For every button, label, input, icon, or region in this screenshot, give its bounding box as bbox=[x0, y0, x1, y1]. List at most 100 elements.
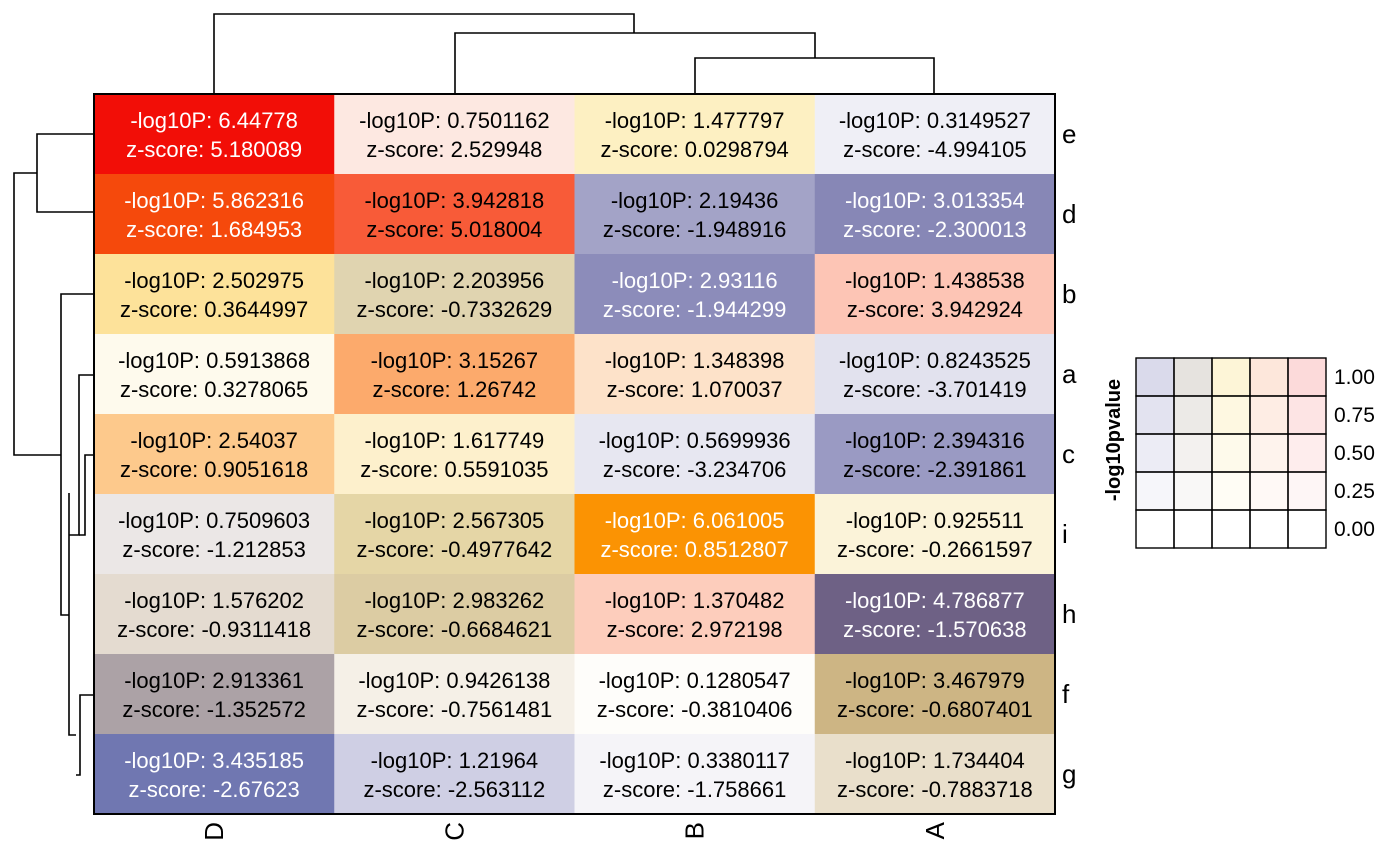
cell-zscore-label: z-score: -4.994105 bbox=[843, 137, 1026, 162]
heatmap-cell bbox=[94, 494, 335, 575]
cell-pvalue-label: -log10P: 1.348398 bbox=[605, 348, 785, 373]
heatmap-cell bbox=[814, 494, 1056, 575]
cell-zscore-label: z-score: -2.391861 bbox=[843, 457, 1026, 482]
heatmap-cell bbox=[814, 334, 1056, 415]
heatmap-cell bbox=[574, 574, 816, 655]
legend-tick-label: 0.00 bbox=[1334, 518, 1375, 541]
cell-zscore-label: z-score: -0.9311418 bbox=[117, 617, 311, 642]
cell-zscore-label: z-score: 5.018004 bbox=[366, 217, 542, 242]
cell-pvalue-label: -log10P: 2.913361 bbox=[124, 668, 304, 693]
legend-swatch bbox=[1211, 471, 1251, 511]
heatmap-cell bbox=[814, 574, 1056, 655]
cell-pvalue-label: -log10P: 0.925511 bbox=[846, 508, 1024, 533]
heatmap-cell bbox=[574, 94, 816, 175]
cell-pvalue-label: -log10P: 0.7501162 bbox=[359, 108, 549, 133]
legend-swatch bbox=[1287, 433, 1327, 473]
row-label: a bbox=[1062, 359, 1077, 389]
cell-pvalue-label: -log10P: 2.502975 bbox=[124, 268, 304, 293]
cell-zscore-label: z-score: -3.234706 bbox=[603, 457, 786, 482]
legend-swatch bbox=[1173, 395, 1213, 435]
row-dendrogram bbox=[13, 133, 94, 776]
cell-pvalue-label: -log10P: 0.7509603 bbox=[118, 508, 310, 533]
heatmap-cell bbox=[574, 494, 816, 575]
cell-zscore-label: z-score: -2.67623 bbox=[129, 777, 300, 802]
row-label: d bbox=[1062, 199, 1076, 229]
cell-zscore-label: z-score: 1.684953 bbox=[126, 217, 302, 242]
cell-zscore-label: z-score: -0.6684621 bbox=[357, 617, 553, 642]
cell-zscore-label: z-score: -1.944299 bbox=[603, 297, 786, 322]
row-labels: e d b a c i h f g bbox=[1062, 119, 1077, 789]
legend-swatch bbox=[1211, 433, 1251, 473]
cell-zscore-label: z-score: 5.180089 bbox=[126, 137, 302, 162]
cell-pvalue-label: -log10P: 0.3380117 bbox=[599, 748, 789, 773]
column-dendrogram bbox=[213, 13, 935, 95]
cell-pvalue-label: -log10P: 1.576202 bbox=[124, 588, 304, 613]
heatmap-cell bbox=[814, 734, 1056, 815]
cell-pvalue-label: -log10P: 1.734404 bbox=[845, 748, 1025, 773]
legend-swatch bbox=[1135, 395, 1175, 435]
heatmap-cell bbox=[334, 654, 575, 735]
cell-zscore-label: z-score: 1.26742 bbox=[372, 377, 536, 402]
heatmap-cell bbox=[334, 734, 575, 815]
cell-zscore-label: z-score: 2.529948 bbox=[366, 137, 542, 162]
legend-swatch bbox=[1173, 471, 1213, 511]
cell-zscore-label: z-score: -1.948916 bbox=[603, 217, 786, 242]
heatmap-cell bbox=[574, 734, 816, 815]
legend-swatch bbox=[1287, 471, 1327, 511]
cell-zscore-label: z-score: -2.563112 bbox=[363, 777, 545, 802]
cell-zscore-label: z-score: 3.942924 bbox=[847, 297, 1023, 322]
legend-swatch bbox=[1249, 509, 1289, 549]
cell-zscore-label: z-score: 0.5591035 bbox=[360, 457, 548, 482]
cell-pvalue-label: -log10P: 2.567305 bbox=[364, 508, 544, 533]
cell-zscore-label: z-score: 0.3278065 bbox=[120, 377, 308, 402]
heatmap-cells: -log10P: 6.44778 z-score: 5.180089 -log10P… bbox=[94, 94, 1056, 815]
legend-swatch bbox=[1211, 509, 1251, 549]
cell-zscore-label: z-score: -1.212853 bbox=[122, 537, 305, 562]
legend-swatch bbox=[1135, 471, 1175, 511]
cell-zscore-label: z-score: 0.3644997 bbox=[120, 297, 308, 322]
cell-pvalue-label: -log10P: 0.5913868 bbox=[118, 348, 310, 373]
heatmap-cell bbox=[94, 174, 335, 255]
heatmap-cell bbox=[334, 254, 575, 335]
cell-pvalue-label: -log10P: 0.1280547 bbox=[599, 668, 791, 693]
heatmap-cell bbox=[814, 94, 1056, 175]
row-label: h bbox=[1062, 599, 1076, 629]
cell-pvalue-label: -log10P: 6.44778 bbox=[130, 108, 298, 133]
cell-zscore-label: z-score: -3.701419 bbox=[843, 377, 1026, 402]
cell-pvalue-label: -log10P: 4.786877 bbox=[845, 588, 1025, 613]
legend-swatch bbox=[1211, 395, 1251, 435]
cell-pvalue-label: -log10P: 0.8243525 bbox=[839, 348, 1031, 373]
cell-pvalue-label: -log10P: 1.438538 bbox=[845, 268, 1025, 293]
legend-swatch bbox=[1249, 395, 1289, 435]
heatmap-cell bbox=[574, 174, 816, 255]
legend-title: -log10pvalue bbox=[1103, 379, 1125, 501]
cell-zscore-label: z-score: 1.070037 bbox=[607, 377, 783, 402]
heatmap-cell bbox=[574, 414, 816, 495]
cell-pvalue-label: -log10P: 2.983262 bbox=[364, 588, 544, 613]
row-label: b bbox=[1062, 279, 1076, 309]
heatmap-cell bbox=[94, 574, 335, 655]
heatmap-cell bbox=[574, 334, 816, 415]
cell-pvalue-label: -log10P: 1.617749 bbox=[364, 428, 544, 453]
cell-zscore-label: z-score: 2.972198 bbox=[607, 617, 783, 642]
row-label: i bbox=[1062, 519, 1068, 549]
heatmap-cell bbox=[334, 574, 575, 655]
heatmap-cell bbox=[334, 414, 575, 495]
cell-pvalue-label: -log10P: 3.15267 bbox=[371, 348, 539, 373]
column-label: D bbox=[199, 822, 229, 841]
heatmap-cell bbox=[334, 494, 575, 575]
cell-pvalue-label: -log10P: 3.013354 bbox=[845, 188, 1025, 213]
heatmap-cell bbox=[334, 174, 575, 255]
cell-zscore-label: z-score: -0.3810406 bbox=[597, 697, 793, 722]
legend-tick-label: 0.75 bbox=[1334, 404, 1375, 427]
cell-pvalue-label: -log10P: 2.93116 bbox=[612, 268, 778, 293]
cell-zscore-label: z-score: 0.0298794 bbox=[600, 137, 788, 162]
legend-swatch bbox=[1287, 509, 1327, 549]
legend-swatch bbox=[1249, 471, 1289, 511]
cell-zscore-label: z-score: -0.7332629 bbox=[357, 297, 553, 322]
cell-zscore-label: z-score: -1.758661 bbox=[603, 777, 786, 802]
row-label: c bbox=[1062, 439, 1075, 469]
cell-pvalue-label: -log10P: 1.21964 bbox=[371, 748, 539, 773]
legend-swatch bbox=[1211, 357, 1251, 397]
